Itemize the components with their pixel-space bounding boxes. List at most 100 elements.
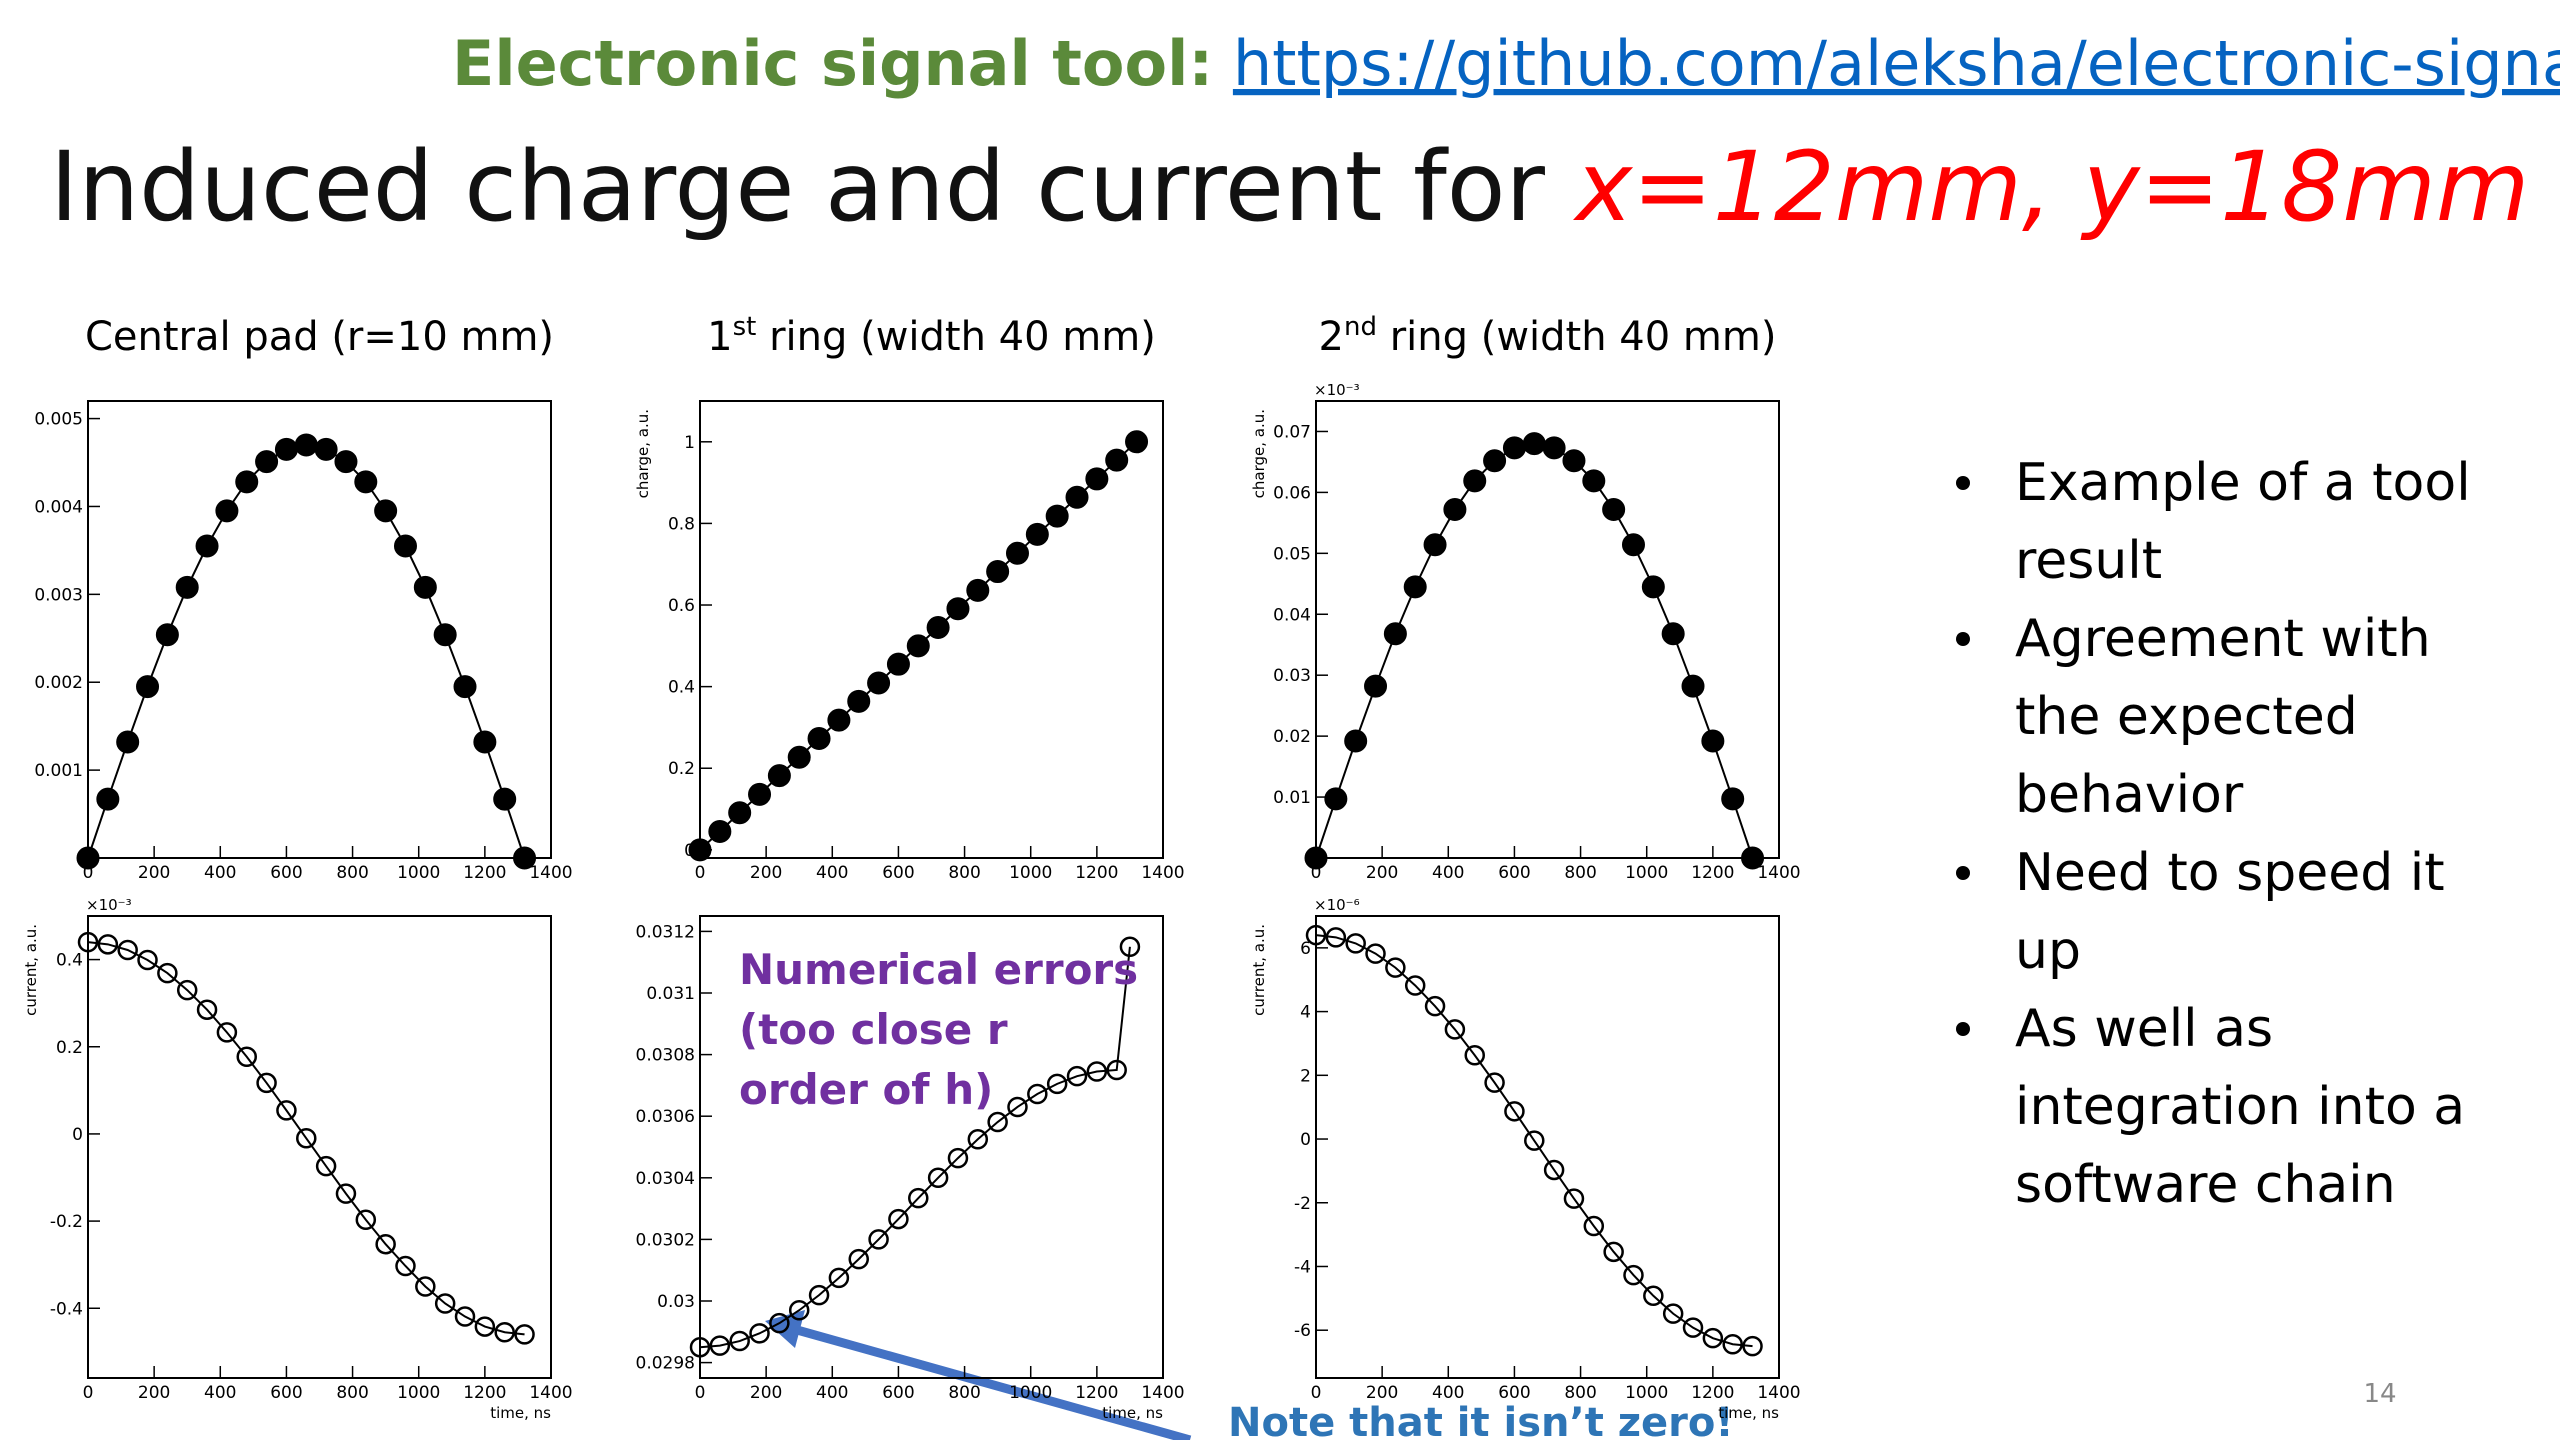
x-tick-label: 800 (336, 1383, 368, 1403)
data-point (1682, 1317, 1704, 1338)
x-tick-label: 600 (882, 1383, 914, 1403)
title-text: Induced charge and current for (50, 131, 1575, 243)
y-axis-label: charge, a.u. (634, 409, 652, 498)
x-tick-label: 600 (1498, 1383, 1530, 1403)
data-point (708, 819, 732, 843)
x-tick-label: 800 (948, 1383, 980, 1403)
data-point (767, 764, 791, 788)
data-point (215, 499, 239, 523)
data-point (473, 730, 497, 754)
data-point (137, 949, 158, 971)
data-point (1543, 1159, 1565, 1181)
data-point (868, 1229, 889, 1250)
data-point (1046, 1073, 1068, 1095)
y-tick-label: 0.04 (1273, 605, 1311, 625)
chart-title-text: Central pad (r=10 mm) (85, 314, 554, 360)
data-point (274, 437, 298, 461)
data-point (434, 1293, 456, 1314)
axis-multiplier: ×10⁻⁶ (1314, 896, 1360, 914)
data-point (155, 623, 179, 647)
bullet-text: Example of a tool (2015, 453, 2471, 513)
data-point (888, 1208, 909, 1230)
data-point (1662, 1303, 1684, 1324)
data-point (1681, 674, 1705, 698)
data-point (848, 1248, 869, 1270)
x-tick-label: 1000 (1625, 863, 1668, 883)
data-point (728, 801, 752, 825)
bullet-text: up (2015, 921, 2081, 981)
y-tick-label: 0.4 (668, 678, 695, 698)
data-point (1345, 933, 1366, 954)
annotation: (too close r (739, 1005, 1008, 1054)
y-tick-label: 6 (1300, 939, 1311, 959)
data-point (1721, 787, 1745, 811)
x-tick-label: 1200 (1691, 863, 1734, 883)
data-point (355, 1209, 377, 1231)
data-point (334, 450, 358, 474)
x-tick-label: 400 (816, 863, 848, 883)
axis-multiplier: ×10⁻³ (1314, 381, 1360, 399)
data-point (1702, 1327, 1724, 1349)
data-point (1365, 943, 1386, 964)
y-axis-label: current, a.u. (22, 924, 40, 1016)
y-tick-label: 0.2 (668, 759, 695, 779)
data-point (335, 1183, 357, 1204)
y-tick-label: 0.02 (1273, 727, 1311, 747)
x-tick-label: 200 (750, 863, 782, 883)
data-point (1443, 497, 1467, 521)
data-point (413, 575, 437, 599)
data-point (1522, 432, 1546, 456)
data-point (493, 787, 517, 811)
data-point (136, 675, 160, 699)
bullet-dot (1956, 1022, 1970, 1036)
data-point (157, 962, 178, 984)
x-tick-label: 600 (1498, 863, 1530, 883)
y-tick-label: 0.05 (1273, 544, 1311, 564)
y-tick-label: 0.005 (34, 410, 83, 430)
data-point (906, 634, 930, 658)
x-tick-label: 800 (1564, 1383, 1596, 1403)
data-point (788, 1299, 810, 1321)
data-point (808, 1284, 830, 1306)
data-point (1125, 430, 1149, 454)
chart-title: Central pad (r=10 mm) (85, 314, 554, 360)
data-point (1364, 674, 1388, 698)
data-point (395, 1255, 416, 1277)
data-point (96, 787, 120, 811)
chart-title-suffix: st (733, 312, 757, 342)
data-point (117, 939, 138, 961)
y-tick-label: 0.4 (56, 951, 83, 971)
y-tick-label: 0.03 (1273, 666, 1311, 686)
data-point (1542, 436, 1566, 460)
data-point (1423, 533, 1447, 557)
y-tick-label: 0.004 (34, 497, 83, 517)
x-tick-label: 200 (1366, 1383, 1398, 1403)
chart-title-text: ring (width 40 mm) (756, 314, 1155, 360)
y-tick-label: 0.0298 (636, 1354, 695, 1374)
data-point (453, 675, 477, 699)
data-point (315, 1155, 337, 1177)
x-tick-label: 400 (204, 1383, 236, 1403)
x-tick-label: 400 (1432, 1383, 1464, 1403)
data-point (1602, 497, 1626, 521)
chart-title: 1st ring (width 40 mm) (707, 312, 1156, 360)
x-tick-label: 400 (204, 863, 236, 883)
y-tick-label: 0.0306 (636, 1107, 695, 1127)
x-tick-label: 800 (336, 863, 368, 883)
header-link[interactable]: https://github.com/aleksha/electronic-si… (1233, 27, 2560, 100)
data-point (1502, 436, 1526, 460)
y-tick-label: 1 (684, 433, 695, 453)
data-point (947, 1147, 969, 1169)
bullet-dot (1956, 866, 1970, 880)
data-point (77, 931, 99, 953)
y-tick-label: 2 (1300, 1066, 1311, 1086)
x-tick-label: 1000 (397, 863, 440, 883)
y-tick-label: 0.01 (1273, 788, 1311, 808)
data-point (1025, 522, 1049, 546)
data-point (709, 1335, 731, 1356)
x-tick-label: 200 (1366, 863, 1398, 883)
data-point (1403, 575, 1427, 599)
data-point (867, 671, 891, 695)
